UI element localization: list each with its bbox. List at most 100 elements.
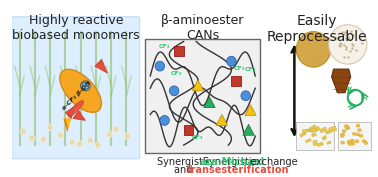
Text: exchange: exchange — [247, 157, 297, 167]
Text: transesterification: transesterification — [186, 165, 289, 175]
Text: CF₃: CF₃ — [159, 44, 170, 49]
Bar — [322, 135, 327, 140]
Ellipse shape — [345, 126, 349, 129]
Circle shape — [169, 86, 179, 96]
Ellipse shape — [341, 141, 345, 144]
Circle shape — [96, 143, 100, 147]
Ellipse shape — [351, 142, 355, 145]
Polygon shape — [65, 118, 71, 128]
Ellipse shape — [60, 69, 101, 112]
Circle shape — [160, 115, 169, 125]
Text: Synergistic: Synergistic — [157, 157, 214, 167]
Circle shape — [70, 140, 74, 144]
Text: α-CF₃ β-OH: α-CF₃ β-OH — [62, 80, 92, 111]
Polygon shape — [64, 118, 71, 132]
Polygon shape — [65, 106, 76, 118]
Polygon shape — [95, 59, 107, 73]
Polygon shape — [192, 80, 204, 91]
Circle shape — [155, 61, 164, 71]
Bar — [296, 122, 335, 150]
Text: CF₃: CF₃ — [233, 66, 245, 71]
Ellipse shape — [356, 133, 359, 136]
Ellipse shape — [364, 141, 368, 144]
Bar — [311, 133, 316, 137]
Text: Synergistic: Synergistic — [203, 157, 260, 167]
Ellipse shape — [347, 140, 351, 143]
Ellipse shape — [362, 140, 366, 143]
Circle shape — [95, 142, 101, 148]
Ellipse shape — [359, 134, 363, 137]
Bar — [328, 126, 337, 132]
Bar — [309, 125, 317, 132]
Polygon shape — [332, 69, 351, 93]
Circle shape — [59, 133, 62, 137]
Ellipse shape — [356, 124, 360, 127]
Bar — [174, 46, 184, 56]
Bar — [325, 130, 330, 134]
Bar — [338, 122, 371, 150]
Bar — [315, 126, 320, 132]
Ellipse shape — [342, 130, 346, 133]
Ellipse shape — [347, 141, 352, 144]
Ellipse shape — [358, 129, 361, 132]
Circle shape — [30, 136, 34, 140]
Text: and: and — [174, 165, 196, 175]
Circle shape — [82, 82, 89, 89]
Circle shape — [77, 141, 82, 147]
Polygon shape — [243, 124, 254, 135]
Text: CF₃: CF₃ — [192, 135, 204, 140]
Polygon shape — [216, 115, 228, 125]
Circle shape — [40, 136, 46, 142]
Circle shape — [227, 56, 236, 66]
Bar — [305, 139, 311, 143]
Bar — [327, 141, 331, 144]
Circle shape — [78, 142, 82, 146]
Circle shape — [48, 125, 52, 129]
Circle shape — [125, 134, 129, 138]
Circle shape — [296, 32, 331, 67]
Polygon shape — [245, 105, 256, 115]
Ellipse shape — [340, 134, 344, 137]
Circle shape — [42, 137, 45, 141]
Ellipse shape — [346, 127, 350, 130]
Circle shape — [47, 124, 53, 130]
Bar — [313, 140, 318, 146]
Text: CF₃: CF₃ — [245, 67, 256, 72]
Polygon shape — [73, 111, 85, 120]
Text: CF₃: CF₃ — [171, 71, 183, 76]
Bar — [320, 127, 327, 133]
Circle shape — [88, 138, 92, 142]
Text: Highly reactive
biobased monomers: Highly reactive biobased monomers — [12, 14, 139, 42]
Circle shape — [113, 126, 119, 132]
Bar — [317, 142, 324, 147]
Ellipse shape — [341, 133, 345, 136]
Bar — [231, 76, 241, 86]
Text: β-aminoester
CANs: β-aminoester CANs — [161, 14, 245, 42]
Text: Easily
Reprocessable: Easily Reprocessable — [267, 14, 367, 44]
Ellipse shape — [350, 139, 354, 142]
Circle shape — [29, 135, 35, 141]
Bar — [302, 129, 308, 133]
Circle shape — [124, 133, 130, 139]
Ellipse shape — [344, 125, 348, 128]
Circle shape — [58, 132, 64, 138]
Polygon shape — [204, 97, 215, 108]
Circle shape — [87, 137, 93, 143]
FancyBboxPatch shape — [12, 17, 140, 159]
Circle shape — [106, 131, 112, 137]
Text: aza-Michael: aza-Michael — [200, 157, 265, 167]
Ellipse shape — [68, 101, 84, 116]
Circle shape — [114, 127, 118, 131]
Bar — [308, 128, 313, 132]
Bar — [146, 39, 260, 153]
Circle shape — [329, 25, 367, 64]
Ellipse shape — [348, 142, 352, 145]
Circle shape — [241, 91, 251, 101]
Bar — [311, 128, 316, 133]
Ellipse shape — [355, 140, 359, 143]
Circle shape — [20, 128, 26, 134]
Bar — [300, 132, 306, 137]
Ellipse shape — [352, 132, 356, 135]
Circle shape — [69, 139, 75, 145]
Circle shape — [81, 81, 90, 91]
